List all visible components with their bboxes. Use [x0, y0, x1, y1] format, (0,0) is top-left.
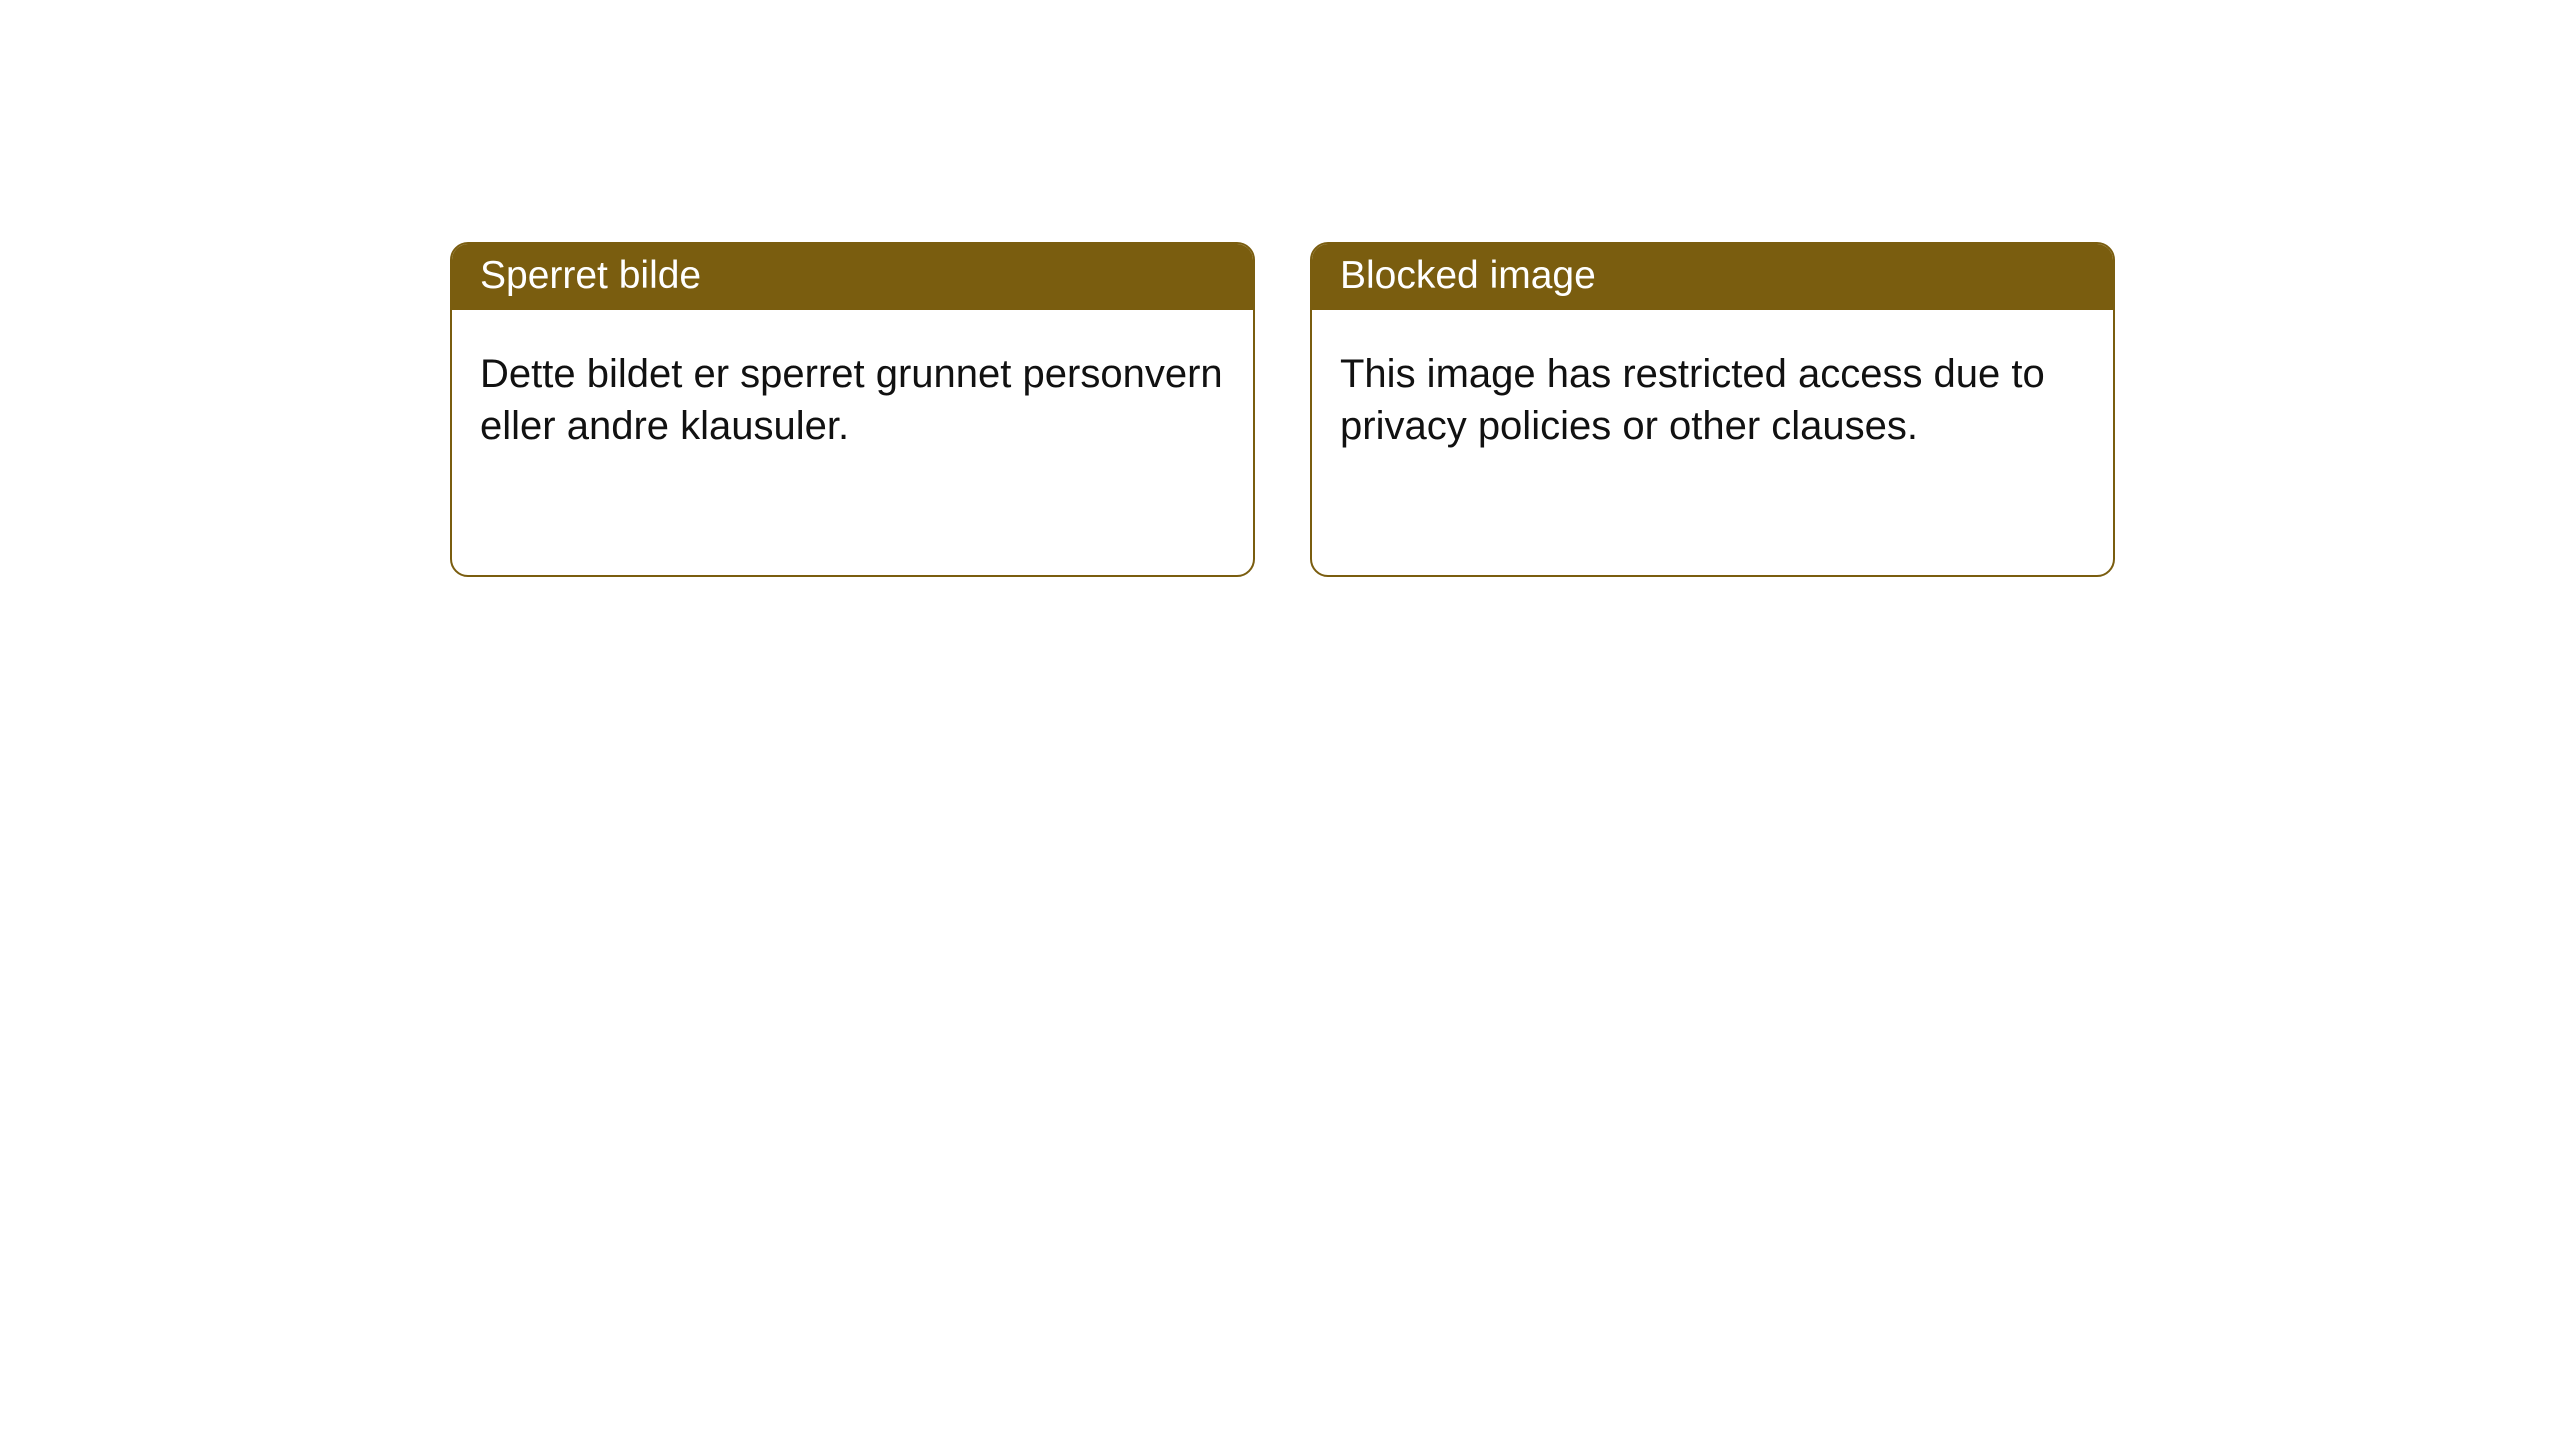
notice-title: Sperret bilde: [452, 244, 1253, 310]
notice-body: Dette bildet er sperret grunnet personve…: [452, 310, 1253, 480]
notice-title: Blocked image: [1312, 244, 2113, 310]
notice-container: Sperret bilde Dette bildet er sperret gr…: [0, 0, 2560, 577]
notice-body: This image has restricted access due to …: [1312, 310, 2113, 480]
notice-box-english: Blocked image This image has restricted …: [1310, 242, 2115, 577]
notice-box-norwegian: Sperret bilde Dette bildet er sperret gr…: [450, 242, 1255, 577]
